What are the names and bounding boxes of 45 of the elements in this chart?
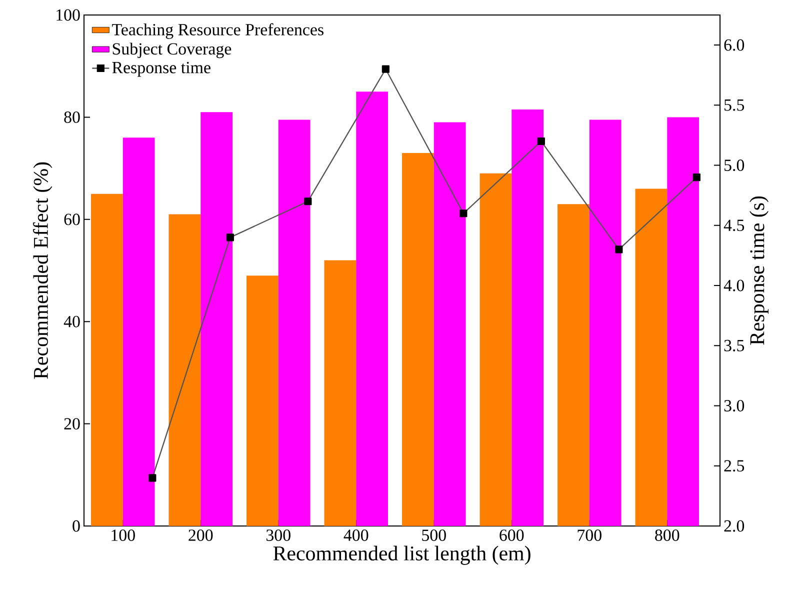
bar — [635, 188, 668, 526]
legend-label: Response time — [112, 62, 210, 77]
x-tick-label: 800 — [655, 530, 680, 541]
bar — [480, 173, 512, 526]
y2-tick-label: 5.0 — [724, 160, 744, 172]
bar — [168, 214, 201, 526]
y2-tick-label: 6.0 — [724, 39, 744, 51]
bar — [200, 112, 233, 526]
y2-tick-label: 4.5 — [724, 220, 744, 232]
x-tick-label: 500 — [422, 530, 446, 541]
y2-tick-label: 3.5 — [724, 340, 744, 352]
bar — [90, 194, 123, 526]
bar — [356, 92, 388, 526]
bar — [278, 120, 310, 526]
y2-axis-title: Response time (s) — [750, 196, 769, 345]
y2-tick-label: 2.0 — [724, 520, 744, 532]
bar — [402, 152, 434, 526]
y-tick-label: 0 — [72, 520, 80, 532]
bar — [589, 120, 622, 526]
y-tick-label: 100 — [56, 9, 80, 21]
legend-label: Teaching Resource Preferences — [112, 23, 324, 39]
bar — [246, 276, 278, 526]
y2-tick-label: 2.5 — [724, 460, 744, 472]
y-tick-label: 80 — [64, 111, 80, 123]
x-tick-label: 400 — [344, 530, 368, 541]
bar — [558, 204, 590, 526]
bar — [122, 138, 155, 526]
bar — [512, 110, 544, 526]
legend-label: Subject Coverage — [112, 42, 232, 58]
x-tick-label: 300 — [266, 530, 290, 541]
y2-tick-label: 5.5 — [724, 100, 744, 111]
y-tick-label: 60 — [64, 214, 80, 226]
y-tick-label: 40 — [64, 316, 80, 328]
bar — [667, 117, 700, 526]
bar — [324, 260, 356, 526]
x-tick-label: 200 — [188, 530, 213, 541]
y-axis-title: Recommended Effect (%) — [33, 162, 52, 379]
x-tick-label: 700 — [578, 530, 602, 541]
y2-tick-label: 4.0 — [724, 280, 744, 292]
x-tick-label: 600 — [500, 530, 524, 541]
x-tick-label: 100 — [112, 530, 135, 541]
bar — [434, 122, 466, 526]
x-axis-title: Recommended list length (em) — [273, 546, 530, 565]
y2-tick-label: 3.0 — [724, 400, 744, 412]
y-tick-label: 20 — [64, 418, 80, 430]
